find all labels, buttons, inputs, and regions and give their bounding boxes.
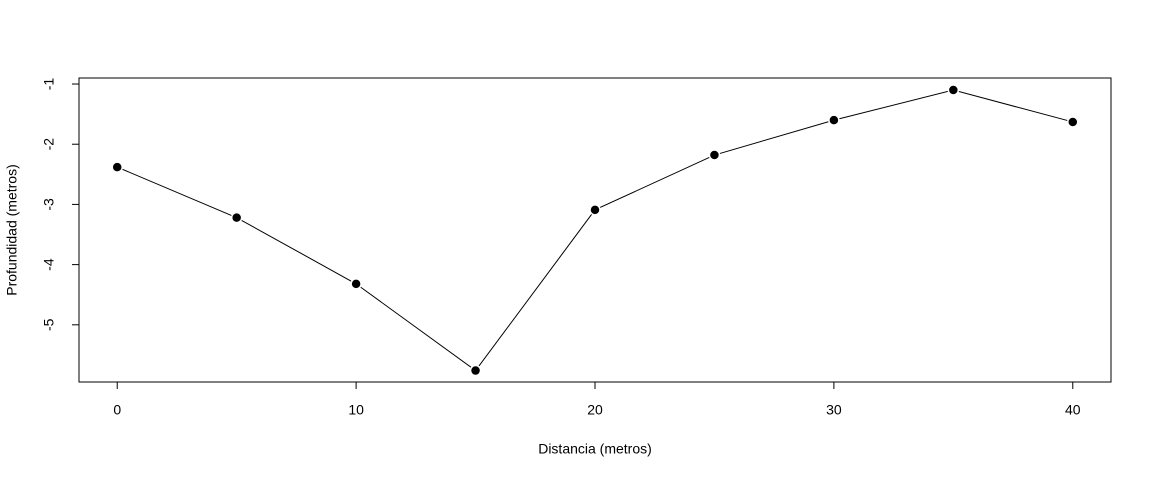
y-tick-label: -5: [41, 318, 57, 331]
point: [469, 364, 482, 377]
point: [111, 161, 123, 173]
point: [1067, 116, 1079, 128]
x-tick-label: 30: [826, 402, 842, 418]
x-tick-label: 20: [587, 402, 603, 418]
line: [117, 89, 1073, 372]
y-axis-label: Profundidad (metros): [4, 164, 20, 296]
x-tick-label: 10: [348, 402, 364, 418]
x-axis-label: Distancia (metros): [538, 441, 652, 457]
y-tick-label: -3: [41, 198, 57, 211]
y-tick-label: -4: [41, 258, 57, 271]
x-tick-label: 40: [1065, 402, 1081, 418]
y-tick-label: -2: [41, 138, 57, 151]
point: [828, 114, 840, 126]
point: [708, 149, 721, 161]
y-tick-label: -1: [41, 78, 57, 91]
plot-box: [78, 77, 1112, 383]
point: [589, 204, 601, 216]
x-tick-label: 0: [113, 402, 121, 418]
point: [947, 84, 960, 96]
point: [230, 211, 243, 224]
point: [350, 278, 362, 290]
